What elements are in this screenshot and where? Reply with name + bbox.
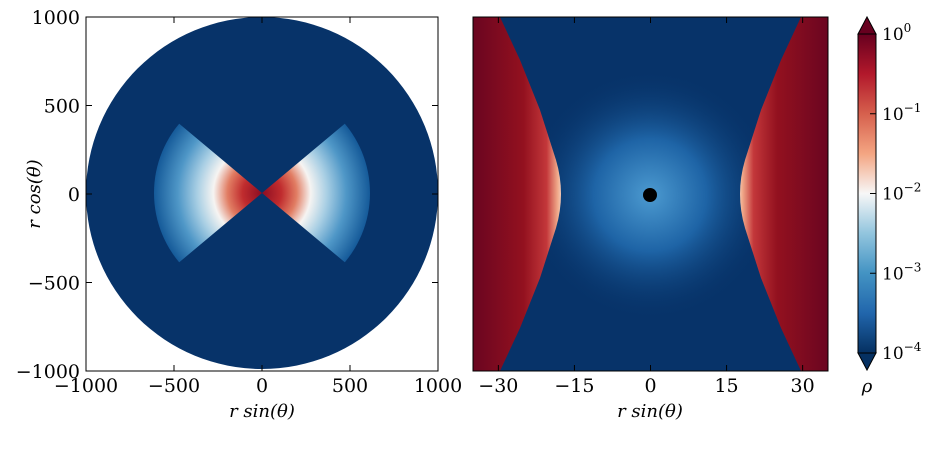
- left-x-tick-label: −1000: [54, 375, 118, 397]
- right-panel: −30 −15 0 15 30 r sin(θ): [472, 16, 829, 422]
- colorbar-top-extend: [857, 15, 877, 35]
- colorbar-label: ρ: [861, 376, 873, 397]
- right-x-tick-label: −15: [554, 375, 594, 397]
- left-y-tick-label: 500: [44, 96, 80, 118]
- left-x-axis-label: r sin(θ): [229, 401, 295, 422]
- colorbar-tick-label: 10−3: [882, 260, 921, 284]
- left-panel: −1000 −500 0 500 1000 1000 500 0 −500 −1000 r si…: [16, 7, 462, 422]
- left-y-tick-label: 1000: [32, 7, 80, 29]
- colorbar-bottom-extend: [857, 352, 877, 372]
- left-y-tick-label: 0: [68, 184, 80, 206]
- left-x-tick-label: 1000: [414, 375, 462, 397]
- left-y-axis-label: r cos(θ): [24, 159, 45, 228]
- right-x-tick-label: −30: [478, 375, 518, 397]
- right-dense-flow: [740, 17, 828, 371]
- colorbar-ticks: 100 10−1 10−2 10−3 10−4: [870, 21, 922, 364]
- right-x-tick-label: 30: [791, 375, 815, 397]
- left-y-tick-label: −1000: [16, 361, 80, 383]
- left-y-ticks: 1000 500 0 −500 −1000: [16, 7, 438, 383]
- colorbar-tick-label: 10−1: [882, 101, 921, 125]
- right-x-axis-label: r sin(θ): [617, 401, 683, 422]
- left-x-tick-label: −500: [148, 375, 200, 397]
- left-x-tick-label: 0: [256, 375, 268, 397]
- colorbar-tick-label: 100: [882, 21, 911, 45]
- colorbar: 100 10−1 10−2 10−3 10−4 ρ: [857, 15, 922, 397]
- left-x-ticks: −1000 −500 0 500 1000: [54, 17, 462, 397]
- left-y-tick-label: −500: [28, 273, 80, 295]
- right-x-ticks: −30 −15 0 15 30: [478, 17, 815, 397]
- central-object-marker: [643, 188, 657, 202]
- colorbar-tick-label: 10−4: [882, 340, 922, 364]
- left-x-tick-label: 500: [332, 375, 368, 397]
- colorbar-tick-label: 10−2: [882, 181, 921, 205]
- right-x-tick-label: 0: [644, 375, 656, 397]
- left-dense-flow: [473, 17, 561, 371]
- right-x-tick-label: 15: [714, 375, 738, 397]
